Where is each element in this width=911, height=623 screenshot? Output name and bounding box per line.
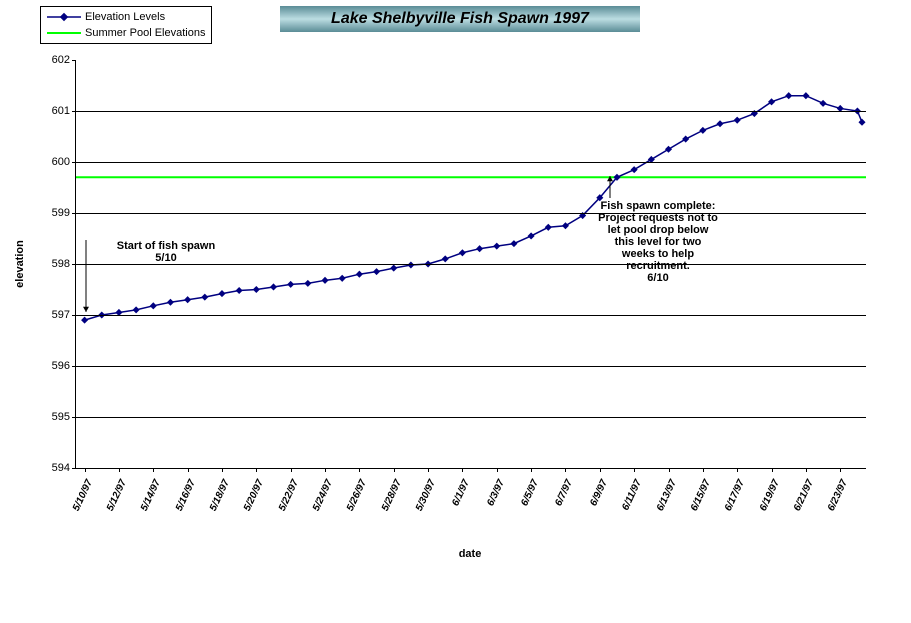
y-tick bbox=[72, 315, 76, 316]
legend-label: Summer Pool Elevations bbox=[85, 27, 205, 39]
legend-item: Summer Pool Elevations bbox=[47, 25, 205, 41]
x-tick-label: 6/9/97 bbox=[588, 478, 610, 508]
data-marker bbox=[699, 127, 706, 134]
x-tick-label: 6/1/97 bbox=[451, 478, 473, 508]
data-marker bbox=[493, 243, 500, 250]
data-marker bbox=[716, 120, 723, 127]
x-tick-label: 5/14/97 bbox=[139, 478, 163, 513]
x-tick-label: 6/5/97 bbox=[519, 478, 541, 508]
x-tick-label: 6/3/97 bbox=[485, 478, 507, 508]
x-tick-label: 5/22/97 bbox=[277, 478, 301, 513]
data-marker bbox=[390, 265, 397, 272]
x-tick-label: 6/17/97 bbox=[723, 478, 747, 513]
x-tick-label: 6/15/97 bbox=[689, 478, 713, 513]
y-tick bbox=[72, 417, 76, 418]
data-marker bbox=[218, 290, 225, 297]
data-marker bbox=[785, 92, 792, 99]
x-tick-label: 6/11/97 bbox=[620, 478, 644, 512]
data-marker bbox=[133, 306, 140, 313]
data-marker bbox=[858, 119, 865, 126]
y-tick-label: 600 bbox=[52, 156, 70, 168]
y-tick-label: 602 bbox=[52, 54, 70, 66]
x-tick-label: 6/21/97 bbox=[792, 478, 816, 513]
x-axis-title: date bbox=[459, 548, 482, 560]
y-tick bbox=[72, 264, 76, 265]
x-tick-label: 5/20/97 bbox=[242, 478, 266, 513]
x-tick-label: 5/30/97 bbox=[414, 478, 438, 513]
gridline bbox=[76, 264, 866, 265]
data-marker bbox=[321, 277, 328, 284]
x-tick-label: 6/19/97 bbox=[757, 478, 781, 513]
data-marker bbox=[270, 283, 277, 290]
data-marker bbox=[287, 281, 294, 288]
data-marker bbox=[356, 271, 363, 278]
data-marker bbox=[253, 286, 260, 293]
chart-title: Lake Shelbyville Fish Spawn 1997 bbox=[280, 6, 640, 32]
annotation: Fish spawn complete: Project requests no… bbox=[598, 200, 718, 284]
x-tick-label: 5/28/97 bbox=[380, 478, 404, 513]
y-tick-label: 599 bbox=[52, 207, 70, 219]
data-marker bbox=[682, 136, 689, 143]
data-marker bbox=[510, 240, 517, 247]
annotation: Start of fish spawn 5/10 bbox=[117, 240, 215, 264]
y-tick-label: 595 bbox=[52, 411, 70, 423]
gridline bbox=[76, 111, 866, 112]
data-marker bbox=[528, 232, 535, 239]
data-marker bbox=[339, 275, 346, 282]
data-marker bbox=[442, 255, 449, 262]
elevation-line bbox=[85, 96, 862, 320]
data-marker bbox=[802, 92, 809, 99]
legend-swatch-line bbox=[47, 26, 81, 40]
x-tick-label: 6/13/97 bbox=[654, 478, 678, 513]
y-tick bbox=[72, 162, 76, 163]
gridline bbox=[76, 162, 866, 163]
data-marker bbox=[476, 245, 483, 252]
gridline bbox=[76, 366, 866, 367]
legend-item: Elevation Levels bbox=[47, 9, 205, 25]
x-tick-label: 5/16/97 bbox=[174, 478, 198, 513]
y-tick-label: 597 bbox=[52, 309, 70, 321]
x-tick-label: 5/18/97 bbox=[208, 478, 232, 513]
data-marker bbox=[545, 224, 552, 231]
y-tick-label: 594 bbox=[52, 462, 70, 474]
data-marker bbox=[562, 222, 569, 229]
y-tick bbox=[72, 213, 76, 214]
y-tick bbox=[72, 111, 76, 112]
data-marker bbox=[81, 317, 88, 324]
y-tick bbox=[72, 366, 76, 367]
gridline bbox=[76, 213, 866, 214]
y-tick-label: 596 bbox=[52, 360, 70, 372]
x-tick-label: 5/26/97 bbox=[345, 478, 369, 513]
legend-swatch-line-marker bbox=[47, 10, 81, 24]
legend: Elevation Levels Summer Pool Elevations bbox=[40, 6, 212, 44]
y-tick-label: 598 bbox=[52, 258, 70, 270]
legend-label: Elevation Levels bbox=[85, 11, 165, 23]
data-marker bbox=[407, 261, 414, 268]
data-marker bbox=[150, 302, 157, 309]
chart-title-text: Lake Shelbyville Fish Spawn 1997 bbox=[331, 10, 589, 28]
gridline bbox=[76, 417, 866, 418]
gridline bbox=[76, 315, 866, 316]
data-marker bbox=[734, 117, 741, 124]
y-axis-title: elevation bbox=[14, 240, 26, 288]
data-marker bbox=[304, 280, 311, 287]
data-marker bbox=[201, 294, 208, 301]
x-tick-label: 5/24/97 bbox=[311, 478, 335, 513]
data-marker bbox=[631, 166, 638, 173]
x-tick-label: 6/7/97 bbox=[554, 478, 576, 508]
data-marker bbox=[167, 299, 174, 306]
x-tick-label: 5/12/97 bbox=[105, 478, 129, 513]
y-tick bbox=[72, 60, 76, 61]
y-tick-label: 601 bbox=[52, 105, 70, 117]
data-marker bbox=[373, 268, 380, 275]
data-marker bbox=[820, 100, 827, 107]
data-marker bbox=[184, 296, 191, 303]
plot-area: 5945955965975985996006016025/10/975/12/9… bbox=[75, 60, 866, 469]
data-marker bbox=[459, 249, 466, 256]
data-marker bbox=[236, 287, 243, 294]
y-tick bbox=[72, 468, 76, 469]
x-tick-label: 6/23/97 bbox=[826, 478, 850, 513]
data-marker bbox=[665, 146, 672, 153]
x-tick-label: 5/10/97 bbox=[70, 478, 94, 513]
